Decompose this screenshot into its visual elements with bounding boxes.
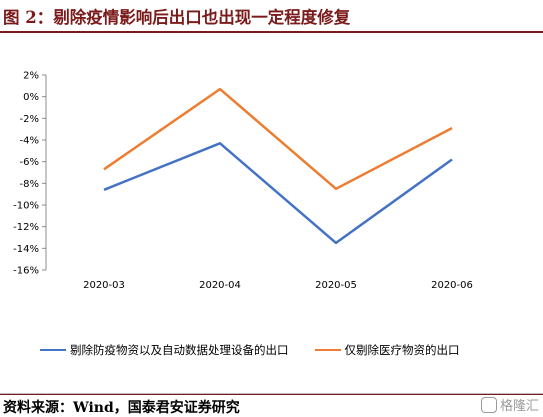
series-line-2 — [104, 89, 452, 189]
source-bar: 资料来源：Wind，国泰君安证券研究 格隆汇 — [0, 394, 543, 417]
y-tick-label: -2% — [20, 114, 39, 125]
x-tick-label: 2020-03 — [83, 280, 125, 291]
y-tick-label: -10% — [13, 201, 39, 212]
series-line-1 — [104, 143, 452, 243]
y-tick-label: -6% — [20, 157, 39, 168]
legend-label: 剔除防疫物资以及自动数据处理设备的出口 — [70, 342, 289, 358]
y-tick-label: -14% — [13, 244, 39, 255]
legend-item-1: 剔除防疫物资以及自动数据处理设备的出口 — [40, 342, 289, 358]
legend-item-2: 仅剔除医疗物资的出口 — [315, 342, 460, 358]
y-tick-label: 0% — [23, 92, 39, 103]
legend-swatch — [315, 349, 341, 352]
chart-area: 2% 0% -2% -4% -6% -8% -10% -12% -14% -16% 2020-03 2… — [0, 33, 543, 394]
y-tick-label: -12% — [13, 222, 39, 233]
watermark-logo-icon — [481, 397, 497, 413]
legend-swatch — [40, 349, 66, 352]
figure-title: 图 2：剔除疫情影响后出口也出现一定程度修复 — [3, 4, 350, 28]
watermark: 格隆汇 — [481, 395, 539, 414]
legend-label: 仅剔除医疗物资的出口 — [345, 342, 460, 358]
x-tick-label: 2020-05 — [315, 280, 357, 291]
y-tick-label: 2% — [23, 71, 39, 82]
watermark-text: 格隆汇 — [500, 395, 539, 414]
source-note: 资料来源：Wind，国泰君安证券研究 — [3, 397, 240, 417]
x-tick-label: 2020-06 — [431, 280, 473, 291]
x-tick-label: 2020-04 — [199, 280, 241, 291]
y-tick-label: -8% — [20, 179, 39, 190]
line-chart: 2% 0% -2% -4% -6% -8% -10% -12% -14% -16% 2020-03 2… — [0, 33, 543, 333]
chart-legend: 剔除防疫物资以及自动数据处理设备的出口 仅剔除医疗物资的出口 — [40, 341, 486, 359]
y-tick-label: -16% — [13, 266, 39, 277]
y-tick-label: -4% — [20, 136, 39, 147]
title-bar: 图 2：剔除疫情影响后出口也出现一定程度修复 — [0, 0, 543, 33]
